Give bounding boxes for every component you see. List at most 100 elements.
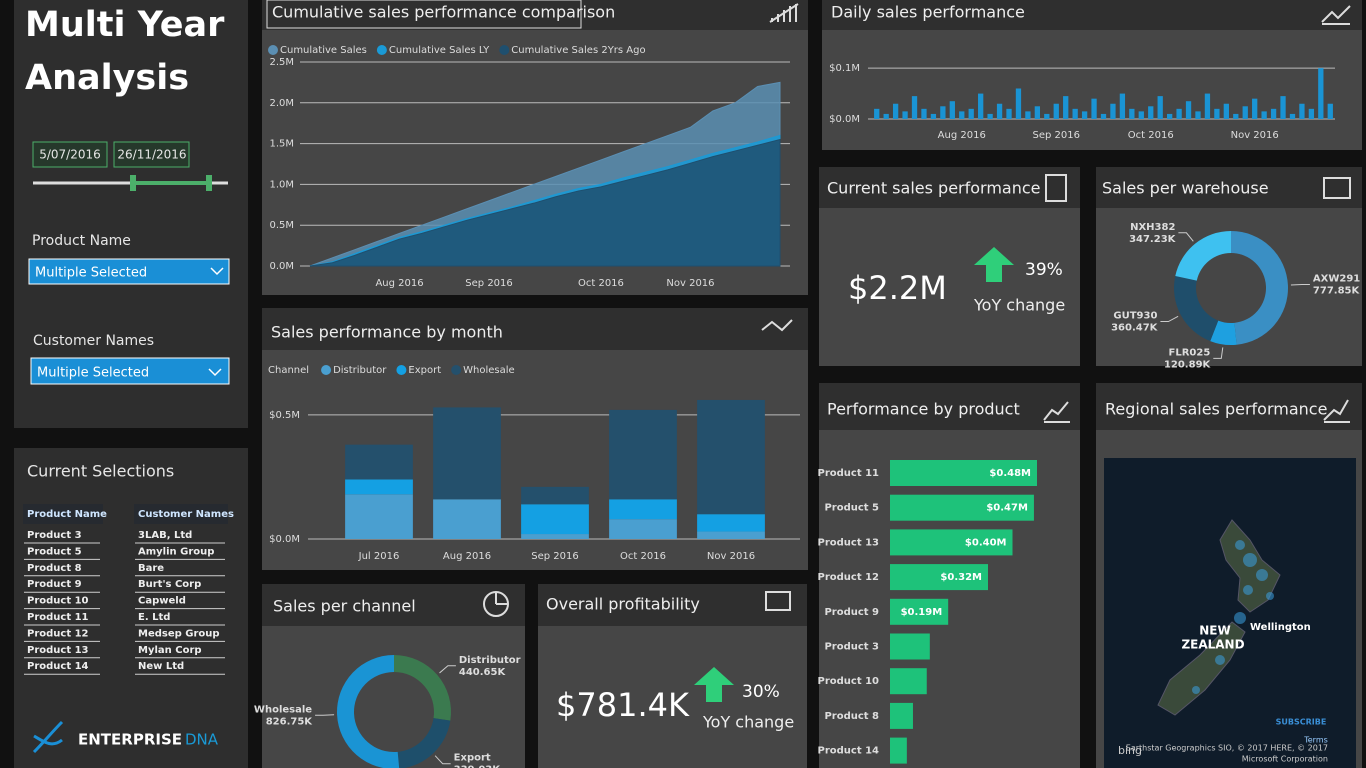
bar-segment xyxy=(609,519,677,539)
data-label: $0.48M xyxy=(989,468,1031,479)
panel-title: Cumulative sales performance comparison xyxy=(272,3,615,22)
bar xyxy=(890,633,930,660)
selections-title: Current Selections xyxy=(27,462,174,481)
y-tick-label: Product 5 xyxy=(824,503,879,514)
slice-value: 826.75K xyxy=(266,716,314,727)
y-tick-label: Product 13 xyxy=(817,537,879,548)
column-header-bg xyxy=(23,504,103,524)
bar xyxy=(1053,103,1059,119)
bar xyxy=(1214,108,1220,119)
panel-header xyxy=(538,584,807,626)
panel-header xyxy=(819,383,1080,430)
panel-icon xyxy=(1323,399,1350,423)
panel-header xyxy=(262,584,525,626)
kpi-change: 39% xyxy=(1025,260,1063,280)
bar xyxy=(890,702,913,729)
donut-slice xyxy=(394,655,451,721)
selection-item: Mylan Corp xyxy=(138,645,202,656)
selection-item: 3LAB, Ltd xyxy=(138,530,192,541)
slice-name: GUT930 xyxy=(1113,311,1157,322)
bar-segment xyxy=(609,499,677,520)
bar xyxy=(890,460,1037,486)
kpi-change: 30% xyxy=(742,682,780,702)
map-logo: bing xyxy=(1118,744,1142,757)
panel-title: Sales per warehouse xyxy=(1102,179,1269,198)
x-tick-label: Nov 2016 xyxy=(666,278,714,289)
slice-name: Export xyxy=(454,753,491,764)
dropdown-chevron xyxy=(210,267,224,276)
bar xyxy=(1261,111,1267,119)
slice-label: Export339.03K xyxy=(454,753,502,768)
filter-dropdown[interactable] xyxy=(30,357,230,385)
bar xyxy=(1233,113,1239,119)
bar xyxy=(1044,113,1050,119)
date-end-box[interactable] xyxy=(113,141,190,168)
bar-segment xyxy=(521,504,589,535)
selection-item: Product 5 xyxy=(27,546,82,557)
data-label: $0.47M xyxy=(986,503,1028,514)
slice-label: GUT930 360.47K xyxy=(1111,311,1159,334)
column-header: Product Name xyxy=(27,509,107,520)
bar xyxy=(890,494,1034,521)
panel-header xyxy=(819,167,1080,208)
bar xyxy=(949,101,955,119)
bar xyxy=(1025,111,1031,119)
bar xyxy=(1252,98,1258,119)
data-label: $0.40M xyxy=(965,537,1007,548)
slice-label: Wholesale 826.75K xyxy=(254,704,313,727)
leader-line xyxy=(315,714,335,716)
bar xyxy=(930,113,937,119)
filter-label: Product Name xyxy=(32,233,131,249)
slice-name: AXW291 xyxy=(1313,273,1360,284)
bar xyxy=(959,111,965,119)
kpi-up-arrow xyxy=(974,247,1014,282)
panel-title: Performance by product xyxy=(827,400,1020,419)
filter-value: Multiple Selected xyxy=(37,366,149,381)
slice-name: Wholesale xyxy=(254,704,312,715)
map-attribution: Earthstar Geographics SIO, © 2017 HERE, … xyxy=(1126,744,1328,753)
bar xyxy=(1270,108,1277,119)
map-attribution: Microsoft Corporation xyxy=(1242,755,1328,764)
map-country-label: NEW xyxy=(1199,624,1230,638)
bar-segment xyxy=(521,534,589,539)
donut-slice xyxy=(1174,275,1219,342)
selection-item: Product 9 xyxy=(27,579,82,590)
kpi-value: $2.2M xyxy=(848,269,947,307)
panel-icon xyxy=(765,591,791,611)
bar xyxy=(1166,113,1173,119)
map-dot xyxy=(1215,655,1225,665)
map-dot xyxy=(1235,540,1245,550)
y-tick-label: 2.5M xyxy=(269,57,294,68)
slice-value: 360.47K xyxy=(1111,323,1159,334)
bar xyxy=(1176,108,1182,119)
subscribe-label[interactable]: SUBSCRIBE xyxy=(1276,718,1327,727)
leader-line xyxy=(439,665,456,674)
legend-label: Wholesale xyxy=(463,365,515,376)
slider-handle[interactable] xyxy=(206,175,212,191)
filter-label: Customer Names xyxy=(33,333,154,349)
filter-dropdown[interactable] xyxy=(28,258,230,285)
bar xyxy=(1081,111,1088,119)
slice-name: NXH382 xyxy=(1130,222,1175,233)
legend-label: Export xyxy=(408,365,441,376)
y-tick-label: 2.0M xyxy=(269,98,294,109)
map-terms[interactable]: Terms xyxy=(1303,736,1328,745)
bar-segment xyxy=(697,531,765,539)
panel-title: Sales performance by month xyxy=(271,323,503,342)
kpi-change-label: YoY change xyxy=(702,713,794,732)
selection-item: Product 12 xyxy=(27,628,89,639)
kpi-up-arrow xyxy=(694,667,734,702)
y-tick-label: 0.0M xyxy=(269,261,294,272)
legend-swatch xyxy=(499,45,510,55)
slider-handle[interactable] xyxy=(130,175,136,191)
date-start-box[interactable] xyxy=(32,141,108,168)
y-tick-label: Product 3 xyxy=(824,642,879,653)
filter-value: Multiple Selected xyxy=(35,266,147,281)
bar xyxy=(1119,93,1126,119)
slice-name: FLR025 xyxy=(1169,347,1211,358)
bar xyxy=(996,103,1003,119)
bar-segment xyxy=(345,494,413,539)
panel-header xyxy=(262,0,808,30)
bar xyxy=(1185,101,1192,119)
